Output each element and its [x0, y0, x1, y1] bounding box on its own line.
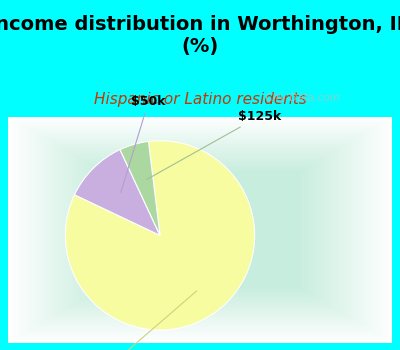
Text: Hispanic or Latino residents: Hispanic or Latino residents: [94, 92, 306, 107]
Text: Income distribution in Worthington, IN
(%): Income distribution in Worthington, IN (…: [0, 15, 400, 56]
Text: $125k: $125k: [147, 110, 281, 180]
Wedge shape: [65, 141, 255, 330]
Wedge shape: [74, 149, 160, 235]
Text: $50k: $50k: [121, 95, 166, 192]
Wedge shape: [120, 141, 160, 235]
Text: $30k: $30k: [81, 291, 197, 350]
Text: City-Data.com: City-Data.com: [259, 93, 340, 103]
